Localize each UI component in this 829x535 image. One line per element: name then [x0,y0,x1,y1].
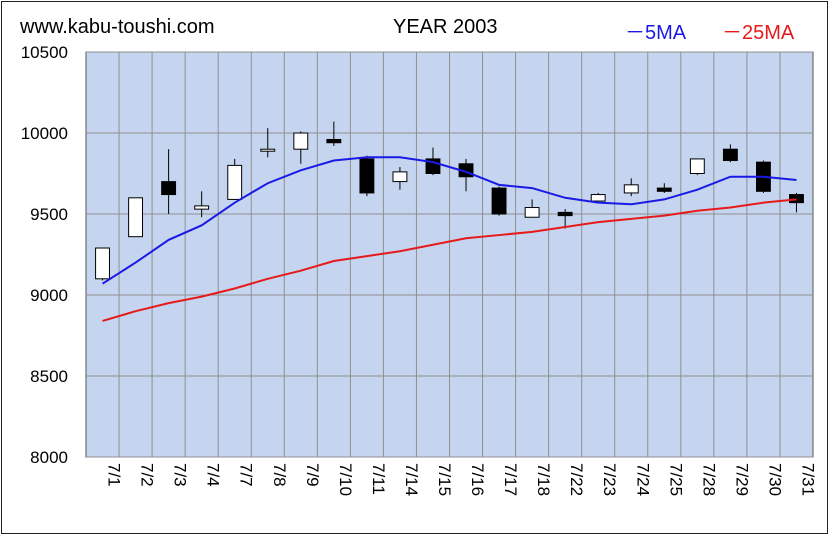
x-tick-label: 7/16 [468,463,487,496]
candle-body [590,194,606,202]
candle-body [227,164,243,200]
legend-25ma: －25MA [722,22,795,44]
y-tick-label: 10000 [21,124,68,143]
x-tick-label: 7/15 [435,463,454,496]
candle-body [95,247,110,280]
x-tick-label: 7/23 [600,463,619,496]
legend-5ma: －5MA [625,22,687,44]
x-tick-label: 7/9 [303,463,322,487]
y-tick-label: 9000 [30,286,68,305]
x-tick-label: 7/2 [138,463,157,487]
candle-body [161,181,177,196]
candle-body [656,187,672,192]
x-tick-label: 7/25 [666,463,685,496]
y-tick-label: 10500 [21,43,68,62]
y-tick-label: 8000 [30,448,68,467]
x-tick-label: 7/18 [534,463,553,496]
candle-body [359,158,375,194]
series-line-25ma [102,198,797,322]
x-tick-label: 7/24 [633,463,652,496]
x-tick-label: 7/1 [105,463,124,487]
candle-body [491,187,507,215]
chart-title: YEAR 2003 [393,16,498,38]
candle-body [524,207,540,218]
candle-body [392,171,408,183]
x-tick-label: 7/31 [798,463,817,496]
candle-body [722,148,738,162]
candle-body [689,158,705,174]
x-tick-label: 7/11 [369,463,388,495]
x-tick-label: 7/29 [732,463,751,496]
candle-body [293,132,309,150]
x-tick-label: 7/8 [270,463,289,487]
candle-body [789,194,804,204]
candle-body [260,148,276,152]
y-tick-label: 8500 [30,367,68,386]
candle-body [326,138,342,144]
x-tick-label: 7/22 [567,463,586,496]
x-tick-label: 7/4 [204,463,223,487]
x-tick-label: 7/30 [765,463,784,496]
x-tick-label: 7/3 [171,463,190,487]
y-tick-label: 9500 [30,205,68,224]
series-line-5ma [101,156,797,285]
x-tick-label: 7/7 [237,463,256,487]
site-name: www.kabu-toushi.com [20,16,215,38]
candle-body [623,184,639,194]
candle-body [128,197,144,238]
x-tick-label: 7/10 [336,463,355,496]
x-tick-label: 7/14 [402,463,421,496]
candle-body [557,211,573,217]
x-tick-label: 7/28 [699,463,718,496]
x-tick-label: 7/17 [501,463,520,496]
candle-body [194,205,210,210]
